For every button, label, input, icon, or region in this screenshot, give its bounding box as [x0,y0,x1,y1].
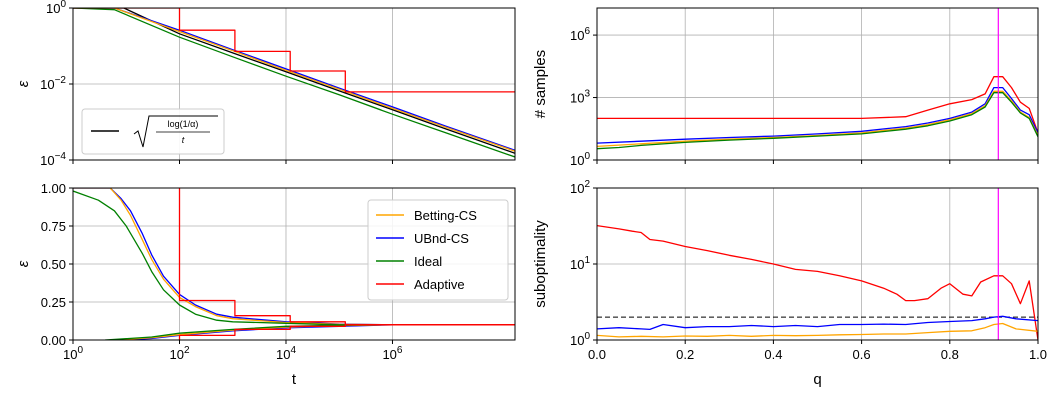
series-group [73,8,515,158]
y-tick-label: 10−2 [40,75,66,92]
x-tick-label-exp: 0 [77,345,83,356]
y-tick-label-exp: 6 [584,26,590,37]
panel-bl: 100 102 104 1060.000.250.500.751.00tεBettin… [15,181,516,388]
x-tick-label-base: 10 [169,347,183,362]
y-tick-label-exp: −4 [55,151,67,162]
x-tick-label-base: 10 [276,347,290,362]
series-line-adaptive [73,8,515,93]
y-tick-label: 0.25 [41,295,66,310]
x-tick-label: 106 [382,345,402,362]
y-tick-label: 101 [570,255,590,272]
y-tick-label: 100 [570,151,590,168]
y-tick-label-exp: 1 [584,255,590,266]
y-tick-label-base: 10 [570,181,584,196]
legend-label: Adaptive [414,277,465,292]
y-tick-label-exp: 3 [584,89,590,100]
y-axis-label: # samples [532,50,549,118]
y-tick-label: 10−4 [40,151,66,168]
series-line-adaptive [597,76,1038,134]
x-tick-label: 0.4 [764,347,782,362]
legend-label: Ideal [414,254,442,269]
y-tick-label: 100 [570,331,590,348]
y-tick-label-exp: −2 [55,75,67,86]
series-line-ubnd [597,315,1038,331]
y-tick-label: 1.00 [41,181,66,196]
y-tick-label: 0.00 [41,333,66,348]
y-tick-label: 0.75 [41,219,66,234]
x-tick-label: 1.0 [1029,347,1047,362]
y-tick-label-exp: 2 [584,179,590,190]
y-axis-label: ε [15,260,32,267]
series-line-betting [597,322,1038,338]
sqrt-sign [133,115,218,148]
x-tick-label: 0.8 [941,347,959,362]
y-tick-label-exp: 0 [60,0,66,10]
y-tick-label: 100 [46,0,66,16]
legend-label: Betting-CS [414,208,477,223]
y-tick-label-base: 10 [570,153,584,168]
x-tick-label-exp: 2 [184,345,190,356]
y-tick-label-base: 10 [40,153,54,168]
series-line-ubnd_lo [121,324,515,340]
x-tick-label: 0.2 [676,347,694,362]
y-tick-label: 103 [570,89,590,106]
y-tick-label-base: 10 [46,1,60,16]
series-line-bound [73,8,515,154]
y-tick-label: 0.50 [41,257,66,272]
legend-formula: log(1/α) t [133,115,218,148]
x-axis-label: q [813,371,821,388]
x-tick-label: 104 [276,345,296,362]
x-tick-label: 0.6 [853,347,871,362]
x-tick-label: 102 [169,345,189,362]
series-line-betting [73,8,515,152]
legend-box [367,199,509,301]
series-group [597,8,1038,160]
y-tick-label: 106 [570,26,590,43]
y-tick-label: 102 [570,179,590,196]
series-line-ideal [597,92,1038,150]
y-tick-label-base: 10 [40,77,54,92]
y-axis-label: suboptimality [532,220,549,308]
series-line-adaptive_lo [178,324,515,340]
series-group [73,188,515,340]
legend: log(1/α) t [81,108,225,155]
x-tick-label-exp: 4 [290,345,296,356]
y-tick-label-exp: 0 [584,151,590,162]
series-line-adaptive_up [178,188,515,326]
series-line-ideal_up [73,190,515,326]
legend: Betting-CS UBnd-CS Ideal Adaptive [367,199,509,301]
legend-box [81,108,225,155]
x-axis-label: t [292,371,297,388]
formula-numerator: log(1/α) [168,119,199,129]
y-tick-label-base: 10 [570,91,584,106]
y-tick-label-exp: 0 [584,331,590,342]
x-tick-label-base: 10 [63,347,77,362]
y-tick-label-base: 10 [570,333,584,348]
series-line-ideal [73,8,515,158]
series-line-ubnd [597,86,1038,144]
x-tick-label-exp: 6 [397,345,403,356]
formula-denominator: t [182,135,185,145]
series-group [597,188,1038,340]
y-tick-label-base: 10 [570,28,584,43]
axes-frame [596,7,1039,161]
y-tick-label-base: 10 [570,257,584,272]
y-axis-label: ε [15,80,32,87]
panel-br: 0.0 0.2 0.4 0.6 0.8 1.0100101102qsuboptimalit… [532,179,1047,388]
x-tick-label: 0.0 [588,347,606,362]
series-line-betting [597,90,1038,148]
x-tick-label-base: 10 [382,347,396,362]
x-tick-label: 100 [63,345,83,362]
legend-label: UBnd-CS [414,231,469,246]
series-line-adaptive [597,224,1038,340]
